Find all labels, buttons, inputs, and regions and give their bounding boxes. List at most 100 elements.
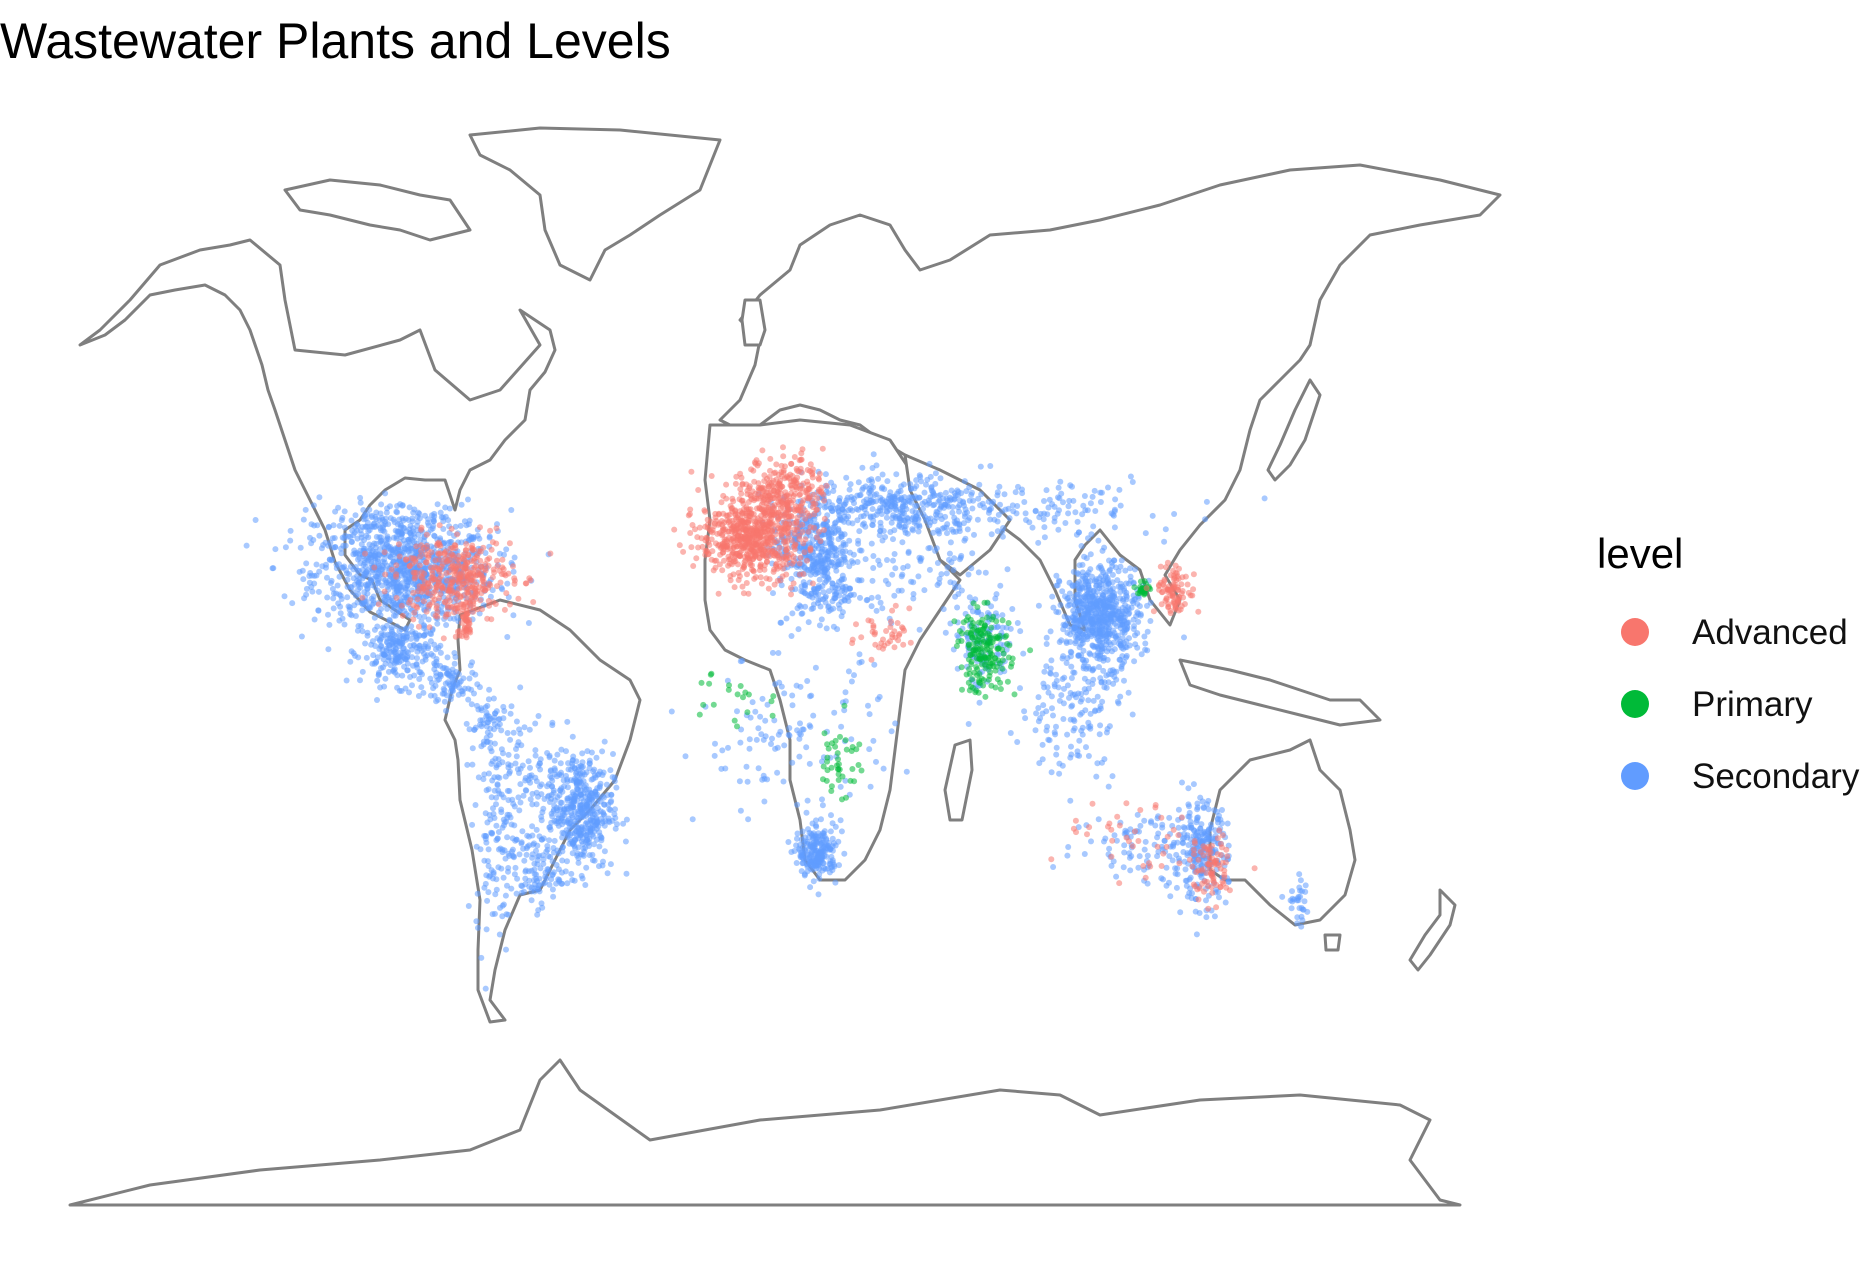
plant-point-secondary [1070,497,1077,504]
plant-point-secondary [1095,537,1102,544]
plant-point-secondary [898,513,905,520]
plant-point-secondary [1061,685,1067,692]
plant-point-secondary [804,797,811,804]
plant-point-secondary [992,595,999,602]
plant-point-secondary [388,649,395,656]
plant-point-secondary [359,668,366,675]
plant-point-secondary [393,646,399,653]
plant-point-secondary [1203,897,1209,904]
plant-point-secondary [948,496,955,503]
plant-point-secondary [587,825,594,832]
plant-point-secondary [1043,663,1050,670]
plant-point-secondary [1182,866,1189,873]
plant-point-secondary [969,489,975,496]
plant-point-secondary [407,522,414,529]
plant-point-secondary [830,623,837,630]
plant-point-secondary [599,820,606,827]
plant-point-secondary [823,625,830,632]
plant-point-secondary [1294,920,1301,927]
plant-point-secondary [956,522,963,528]
plant-point-secondary [569,733,576,740]
plant-point-secondary [599,748,606,755]
plant-point-secondary [474,681,481,688]
plant-point-secondary [443,622,450,628]
uk-outline [740,298,767,347]
plant-point-secondary [620,820,627,827]
plant-point-secondary [489,587,496,594]
plant-point-secondary [512,864,519,871]
plant-point-secondary [781,742,788,749]
plant-point-primary [1027,647,1034,654]
plant-point-secondary [870,565,877,571]
plant-point-secondary [342,532,349,539]
plant-point-secondary [1064,595,1071,602]
plant-point-secondary [1085,724,1092,731]
plant-point-secondary [1072,509,1079,516]
plant-point-secondary [330,605,337,612]
plant-point-secondary [522,875,529,882]
plant-point-secondary [298,633,305,640]
plant-point-secondary [916,523,923,530]
plant-point-secondary [540,805,547,812]
plant-point-secondary [519,828,526,835]
plant-point-secondary [336,573,343,580]
plant-point-secondary [1054,582,1061,589]
plant-point-secondary [737,739,744,746]
plant-point-secondary [994,623,1001,630]
plant-point-secondary [1166,814,1173,821]
plant-point-secondary [1086,665,1093,672]
plant-point-secondary [774,769,781,776]
plant-point-secondary [287,537,294,544]
plant-point-secondary [596,843,603,850]
plant-point-secondary [912,518,918,525]
plant-point-secondary [1138,651,1145,658]
plant-point-secondary [506,811,513,818]
plant-point-secondary [1158,875,1165,882]
plant-point-secondary [311,616,318,623]
plant-point-secondary [901,494,908,501]
plant-point-secondary [569,757,576,763]
plant-point-secondary [497,904,503,911]
plant-point-secondary [994,518,1001,525]
plant-point-secondary [518,882,525,889]
plant-point-secondary [488,830,495,837]
plant-point-secondary [820,596,827,603]
indonesia-outline [1178,658,1382,727]
plant-point-secondary [819,802,826,809]
plant-point-secondary [788,575,795,582]
plant-point-secondary [1089,642,1096,649]
plant-point-secondary [404,653,411,660]
plant-point-secondary [851,672,857,679]
plant-point-secondary [1142,838,1149,845]
plant-point-secondary [609,774,616,781]
plant-point-secondary [371,626,378,633]
plant-point-secondary [1155,848,1162,855]
plant-point-secondary [1067,639,1074,645]
plant-point-secondary [771,717,778,724]
plant-point-secondary [570,791,577,798]
plant-point-secondary [508,703,515,710]
plant-point-secondary [1211,807,1218,814]
plant-point-secondary [816,576,823,583]
plant-point-secondary [549,719,556,726]
plant-point-secondary [975,569,982,576]
plant-point-primary [1011,691,1018,698]
plant-point-secondary [870,553,877,559]
plant-point-secondary [406,504,413,511]
plant-point-secondary [436,676,442,683]
plant-point-secondary [510,568,517,575]
plant-point-secondary [1103,635,1110,642]
plant-point-secondary [1279,893,1286,900]
plant-point-secondary [458,688,465,695]
plant-point-secondary [374,697,380,703]
plant-point-secondary [488,794,495,801]
plant-point-secondary [836,497,842,504]
plant-point-secondary [987,463,994,469]
plant-point-secondary [526,726,533,733]
plant-point-secondary [364,511,371,518]
plant-point-secondary [1076,737,1083,744]
plant-point-secondary [961,537,968,544]
plant-point-secondary [1122,644,1129,650]
plant-point-secondary [612,825,619,832]
plant-point-secondary [884,557,890,563]
